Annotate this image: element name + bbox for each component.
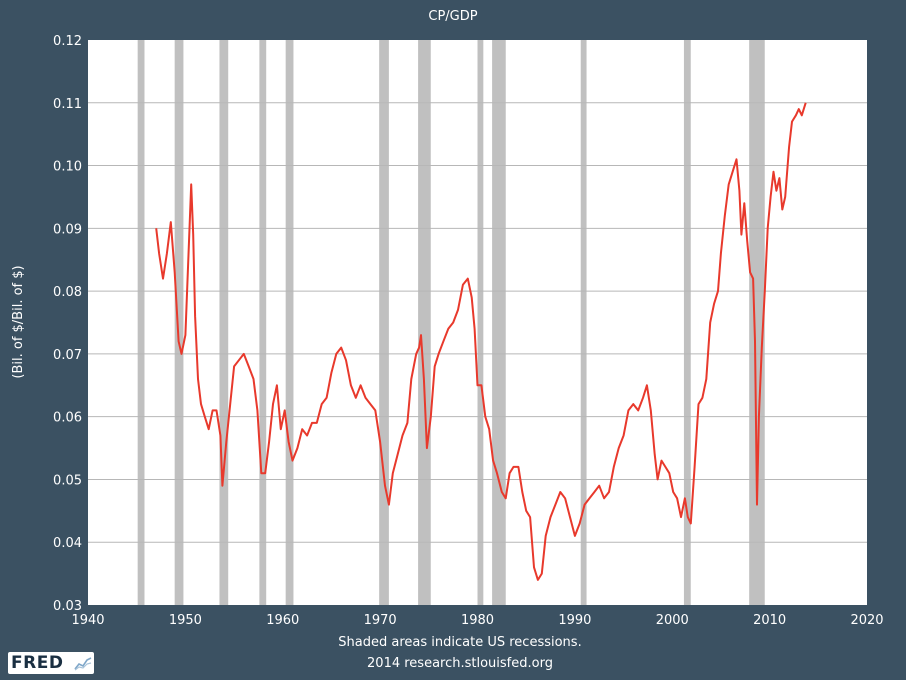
x-tick-labels: 1940 1950 1960 1970 1980 1990 2000 2010 2020 [71, 613, 883, 628]
y-tick-labels: 0.03 0.04 0.05 0.06 0.07 0.08 0.09 0.10 0.11 0.12 [53, 34, 82, 614]
recession-shading [137, 40, 765, 605]
y-tick-label: 0.03 [53, 599, 82, 614]
recession-band-1 [174, 40, 184, 605]
recession-band-7 [477, 40, 484, 605]
x-tick-label: 2010 [753, 613, 786, 628]
x-tick-label: 1990 [558, 613, 591, 628]
x-tick-label: 1960 [266, 613, 299, 628]
y-tick-label: 0.12 [53, 34, 82, 49]
recession-band-9 [580, 40, 587, 605]
x-tick-label: 1970 [364, 613, 397, 628]
y-tick-label: 0.07 [53, 348, 82, 363]
series-line [155, 102, 807, 581]
chart-line-icon [74, 657, 92, 671]
y-tick-label: 0.10 [53, 160, 82, 175]
recession-note: Shaded areas indicate US recessions. [338, 635, 581, 650]
fred-logo: FRED [8, 652, 94, 674]
recession-band-2 [219, 40, 229, 605]
y-tick-label: 0.08 [53, 285, 82, 300]
recession-band-11 [749, 40, 765, 605]
recession-band-3 [259, 40, 267, 605]
recession-band-5 [379, 40, 389, 605]
recession-band-10 [683, 40, 691, 605]
x-tick-label: 1940 [71, 613, 104, 628]
fred-logo-text: FRED [11, 653, 64, 673]
x-tick-label: 2020 [850, 613, 883, 628]
recession-band-4 [285, 40, 294, 605]
y-axis-title: (Bil. of $/Bil. of $) [11, 265, 26, 378]
chart-title: CP/GDP [428, 9, 477, 24]
x-tick-label: 1980 [461, 613, 494, 628]
fred-logo-box [8, 652, 94, 674]
y-tick-label: 0.06 [53, 411, 82, 426]
source-note: 2014 research.stlouisfed.org [367, 656, 553, 671]
y-tick-label: 0.09 [53, 222, 82, 237]
recession-band-8 [492, 40, 506, 605]
y-tick-label: 0.11 [53, 97, 82, 112]
recession-band-6 [418, 40, 431, 605]
y-tick-label: 0.05 [53, 473, 82, 488]
x-tick-label: 2000 [656, 613, 689, 628]
y-tick-label: 0.04 [53, 536, 82, 551]
x-tick-label: 1950 [169, 613, 202, 628]
recession-band-0 [137, 40, 145, 605]
